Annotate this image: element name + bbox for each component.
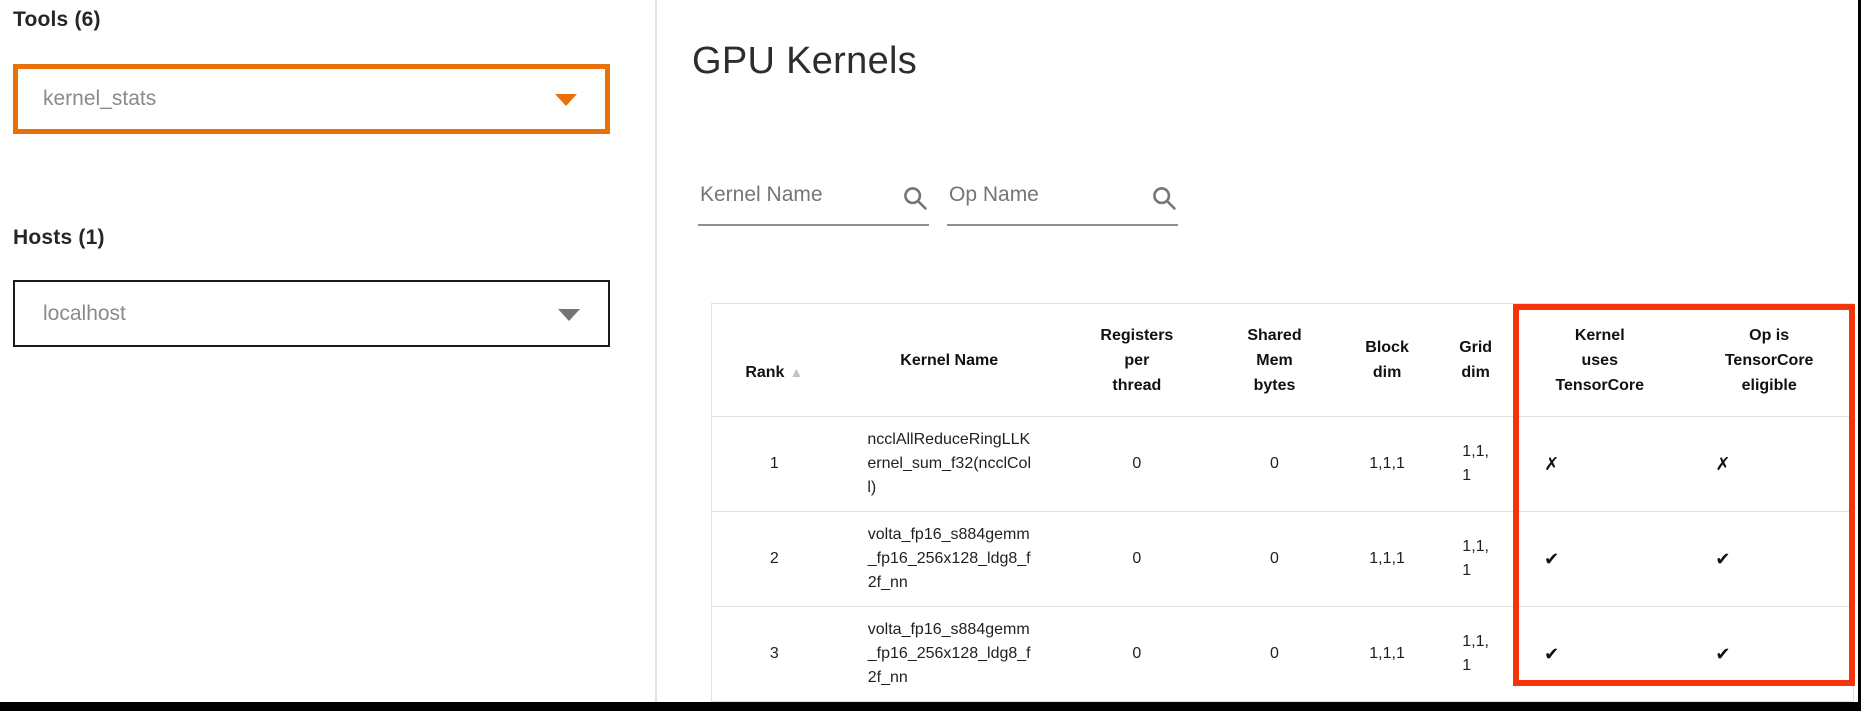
tools-dropdown[interactable]: kernel_stats <box>13 64 610 134</box>
column-header-registers-per-thread[interactable]: Registers per thread <box>1061 303 1212 417</box>
kernel-name-search-field <box>698 158 929 226</box>
registers-per-thread-cell: 0 <box>1061 511 1212 607</box>
window-right-border <box>1858 0 1861 711</box>
rank-cell: 1 <box>711 416 837 512</box>
column-header-block-dim[interactable]: Block dim <box>1337 303 1438 417</box>
registers-per-thread-cell: 0 <box>1061 416 1212 512</box>
kernel-name-search-input[interactable] <box>698 158 929 224</box>
page-title: GPU Kernels <box>692 40 918 82</box>
table-row: 2 volta_fp16_s884gemm _fp16_256x128_ldg8… <box>711 511 1854 607</box>
grid-dim-text: 1,1, 1 <box>1462 633 1489 674</box>
op-tensorcore-eligible-cell: ✔ <box>1685 606 1854 702</box>
kernel-name-text: volta_fp16_s884gemm _fp16_256x128_ldg8_f… <box>867 621 1031 686</box>
sort-ascending-icon: ▲ <box>789 364 804 380</box>
chevron-down-icon <box>555 94 577 106</box>
window-bottom-border <box>0 702 1861 711</box>
kernel-uses-tensorcore-cell: ✔ <box>1514 606 1686 702</box>
search-icon <box>904 187 927 210</box>
column-header-kernel-uses-tensorcore[interactable]: Kernel uses TensorCore <box>1514 303 1686 417</box>
table-row: 1 ncclAllReduceRingLLK ernel_sum_f32(ncc… <box>711 416 1854 512</box>
kernel-name-cell: volta_fp16_s884gemm _fp16_256x128_ldg8_f… <box>836 511 1062 607</box>
column-header-rank[interactable]: Rank ▲ <box>711 303 837 417</box>
block-dim-cell: 1,1,1 <box>1337 606 1438 702</box>
block-dim-cell: 1,1,1 <box>1337 511 1438 607</box>
grid-dim-cell: 1,1, 1 <box>1437 606 1515 702</box>
op-tensorcore-eligible-cell: ✗ <box>1685 416 1854 512</box>
column-header-grid-dim[interactable]: Grid dim <box>1437 303 1515 417</box>
grid-dim-text: 1,1, 1 <box>1462 538 1489 579</box>
rank-cell: 3 <box>711 606 837 702</box>
column-header-label: Rank <box>745 364 785 381</box>
column-header-op-tensorcore-eligible[interactable]: Op is TensorCore eligible <box>1685 303 1854 417</box>
table-row: 3 volta_fp16_s884gemm _fp16_256x128_ldg8… <box>711 606 1854 702</box>
block-dim-cell: 1,1,1 <box>1337 416 1438 512</box>
shared-mem-bytes-cell: 0 <box>1211 606 1338 702</box>
hosts-dropdown[interactable]: localhost <box>13 280 610 347</box>
rank-cell: 2 <box>711 511 837 607</box>
shared-mem-bytes-cell: 0 <box>1211 511 1338 607</box>
registers-per-thread-cell: 0 <box>1061 606 1212 702</box>
hosts-section-label: Hosts (1) <box>13 226 105 249</box>
search-icon <box>1153 187 1176 210</box>
op-tensorcore-eligible-cell: ✔ <box>1685 511 1854 607</box>
kernel-name-text: volta_fp16_s884gemm _fp16_256x128_ldg8_f… <box>867 526 1031 591</box>
chevron-down-icon <box>558 308 580 321</box>
kernel-name-text: ncclAllReduceRingLLK ernel_sum_f32(ncclC… <box>867 431 1032 496</box>
kernel-name-cell: ncclAllReduceRingLLK ernel_sum_f32(ncclC… <box>836 416 1062 512</box>
gpu-kernels-table: Rank ▲ Kernel Name Registers per thread S… <box>711 303 1854 702</box>
grid-dim-text: 1,1, 1 <box>1462 443 1489 484</box>
table-header-row: Rank ▲ Kernel Name Registers per thread S… <box>711 303 1854 417</box>
kernel-uses-tensorcore-cell: ✔ <box>1514 511 1686 607</box>
op-name-search-field <box>947 158 1178 226</box>
op-name-search-input[interactable] <box>947 158 1178 224</box>
sidebar-divider <box>655 0 657 702</box>
grid-dim-cell: 1,1, 1 <box>1437 511 1515 607</box>
column-header-kernel-name[interactable]: Kernel Name <box>836 303 1062 417</box>
kernel-uses-tensorcore-cell: ✗ <box>1514 416 1686 512</box>
hosts-dropdown-value: localhost <box>43 301 126 325</box>
shared-mem-bytes-cell: 0 <box>1211 416 1338 512</box>
tools-dropdown-value: kernel_stats <box>43 87 157 110</box>
tools-section-label: Tools (6) <box>13 8 101 31</box>
column-header-shared-mem-bytes[interactable]: Shared Mem bytes <box>1211 303 1338 417</box>
kernel-name-cell: volta_fp16_s884gemm _fp16_256x128_ldg8_f… <box>836 606 1062 702</box>
grid-dim-cell: 1,1, 1 <box>1437 416 1515 512</box>
